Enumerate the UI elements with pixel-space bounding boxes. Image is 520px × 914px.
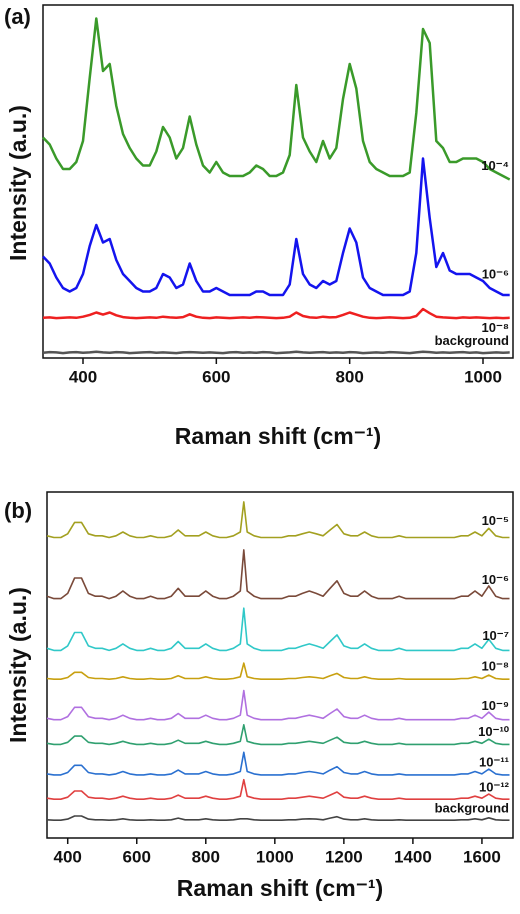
series-label: 10⁻⁴: [481, 158, 509, 173]
x-tick-label: 1600: [463, 847, 501, 866]
x-tick-label: 600: [123, 847, 151, 866]
x-tick-label: 1200: [325, 847, 363, 866]
x-tick-label: 400: [69, 367, 97, 386]
spectrum-line: [46, 751, 510, 776]
series-label: background: [435, 801, 509, 816]
y-axis-label: Intensity (a.u.): [5, 105, 31, 261]
spectrum-line: [46, 549, 510, 600]
spectrum-line: [42, 157, 510, 297]
x-axis-label: Raman shift (cm⁻¹): [177, 875, 383, 901]
series-label: 10⁻⁶: [482, 266, 509, 281]
spectrum-line: [42, 17, 511, 181]
x-tick-label: 1000: [256, 847, 294, 866]
panel-label: (a): [4, 4, 31, 29]
spectrum-line: [46, 607, 510, 652]
spectrum-line: [46, 501, 510, 539]
series-label: 10⁻⁷: [482, 628, 509, 643]
x-tick-label: 400: [54, 847, 82, 866]
series-label: 10⁻¹¹: [479, 754, 509, 769]
series-label: 10⁻⁸: [482, 659, 509, 674]
series-label: 10⁻⁵: [482, 513, 509, 528]
x-tick-label: 800: [335, 367, 363, 386]
x-axis-label: Raman shift (cm⁻¹): [175, 423, 381, 449]
plot-frame: [46, 491, 514, 839]
spectrum-line: [42, 307, 510, 320]
spectrum-line: [42, 350, 510, 355]
spectrum-line: [46, 778, 510, 800]
spectrum-line: [46, 815, 510, 821]
spectrum-line: [46, 689, 510, 721]
y-axis-label: Intensity (a.u.): [5, 587, 31, 743]
x-tick-label: 1400: [394, 847, 432, 866]
spectrum-line: [46, 662, 510, 680]
plot-frame: [42, 4, 514, 359]
series-label: 10⁻¹²: [479, 780, 510, 795]
series-label: 10⁻⁸: [482, 320, 509, 335]
spectrum-line: [46, 724, 510, 746]
x-tick-label: 800: [192, 847, 220, 866]
series-label: 10⁻⁹: [482, 698, 510, 713]
series-label: 10⁻¹⁰: [478, 724, 510, 739]
x-tick-label: 1000: [464, 367, 502, 386]
series-label: background: [435, 333, 509, 348]
series-label: 10⁻⁶: [482, 572, 509, 587]
panel-label: (b): [4, 498, 32, 523]
x-tick-label: 600: [202, 367, 230, 386]
